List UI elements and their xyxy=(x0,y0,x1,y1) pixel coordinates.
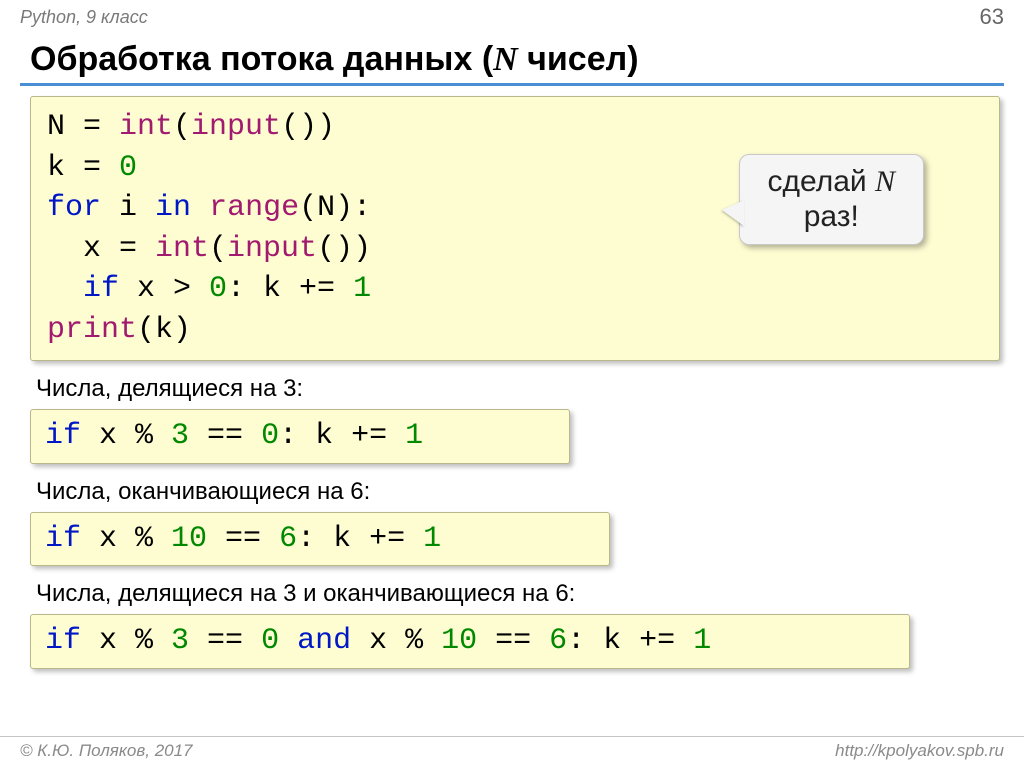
code-keyword: and xyxy=(297,624,351,658)
code-builtin: input xyxy=(191,110,281,144)
callout-line2: раз! xyxy=(768,200,896,235)
code-text: == xyxy=(189,419,261,453)
code-text: (k) xyxy=(137,313,191,347)
code-number: 0 xyxy=(209,272,227,306)
code-text: x = xyxy=(83,232,155,266)
code-keyword: if xyxy=(45,419,81,453)
callout-line1: сделай N xyxy=(768,165,896,200)
page-title: Обработка потока данных (N чисел) xyxy=(0,32,1024,83)
code-number: 0 xyxy=(261,419,279,453)
code-text xyxy=(191,191,209,225)
code-number: 1 xyxy=(693,624,711,658)
slide-footer: © К.Ю. Поляков, 2017 http://kpolyakov.sp… xyxy=(0,736,1024,767)
code-text: ( xyxy=(173,110,191,144)
code-text: (N): xyxy=(299,191,371,225)
code-number: 10 xyxy=(441,624,477,658)
code-indent: if x > 0: k += 1 xyxy=(47,269,371,310)
code-text: i xyxy=(101,191,155,225)
subhead-3: Числа, делящиеся на 3 и оканчивающиеся н… xyxy=(36,580,1000,608)
code-keyword: if xyxy=(83,272,119,306)
code-builtin: int xyxy=(119,110,173,144)
code-text xyxy=(279,624,297,658)
code-keyword: if xyxy=(45,624,81,658)
code-text: ( xyxy=(209,232,227,266)
main-content: N = int(input()) k = 0 for i in range(N)… xyxy=(0,96,1024,669)
subhead-1: Числа, делящиеся на 3: xyxy=(36,375,1000,403)
code-text: : k += xyxy=(567,624,693,658)
title-var: N xyxy=(493,41,518,78)
code-builtin: print xyxy=(47,313,137,347)
code-ex3: if x % 3 == 0 and x % 10 == 6: k += 1 xyxy=(30,614,910,669)
page-number: 63 xyxy=(980,4,1004,30)
code-keyword: in xyxy=(155,191,191,225)
code-number: 6 xyxy=(549,624,567,658)
code-ex1: if x % 3 == 0: k += 1 xyxy=(30,409,570,464)
code-builtin: int xyxy=(155,232,209,266)
code-text: == xyxy=(477,624,549,658)
code-keyword: if xyxy=(45,522,81,556)
code-number: 3 xyxy=(171,419,189,453)
code-text: == xyxy=(189,624,261,658)
code-text: : k += xyxy=(297,522,423,556)
code-text: == xyxy=(207,522,279,556)
code-number: 10 xyxy=(171,522,207,556)
code-number: 3 xyxy=(171,624,189,658)
code-number: 1 xyxy=(353,272,371,306)
code-builtin: range xyxy=(209,191,299,225)
code-number: 1 xyxy=(405,419,423,453)
code-text: : k += xyxy=(279,419,405,453)
code-text: ()) xyxy=(317,232,371,266)
slide-header: Python, 9 класс 63 xyxy=(0,0,1024,32)
subhead-2: Числа, оканчивающиеся на 6: xyxy=(36,478,1000,506)
code-number: 0 xyxy=(119,151,137,185)
course-label: Python, 9 класс xyxy=(20,7,148,28)
code-text: N = xyxy=(47,110,119,144)
code-number: 0 xyxy=(261,624,279,658)
code-text: x > xyxy=(119,272,209,306)
code-text: x % xyxy=(81,624,171,658)
code-text: x % xyxy=(81,419,171,453)
title-underline xyxy=(20,83,1004,86)
code-keyword: for xyxy=(47,191,101,225)
code-text: x % xyxy=(81,522,171,556)
code-indent: x = int(input()) xyxy=(47,229,371,270)
code-text: k = xyxy=(47,151,119,185)
callout-var: N xyxy=(875,165,895,198)
code-number: 6 xyxy=(279,522,297,556)
code-ex2: if x % 10 == 6: k += 1 xyxy=(30,512,610,567)
title-post: чисел) xyxy=(518,40,639,78)
code-text: ()) xyxy=(281,110,335,144)
footer-copyright: © К.Ю. Поляков, 2017 xyxy=(20,741,193,761)
code-text: x % xyxy=(351,624,441,658)
callout-bubble: сделай N раз! xyxy=(739,154,925,245)
code-number: 1 xyxy=(423,522,441,556)
callout-text: сделай xyxy=(768,165,875,198)
callout-tail xyxy=(722,200,744,226)
footer-url: http://kpolyakov.spb.ru xyxy=(835,741,1004,761)
title-pre: Обработка потока данных ( xyxy=(30,40,493,78)
code-builtin: input xyxy=(227,232,317,266)
code-text: : k += xyxy=(227,272,353,306)
